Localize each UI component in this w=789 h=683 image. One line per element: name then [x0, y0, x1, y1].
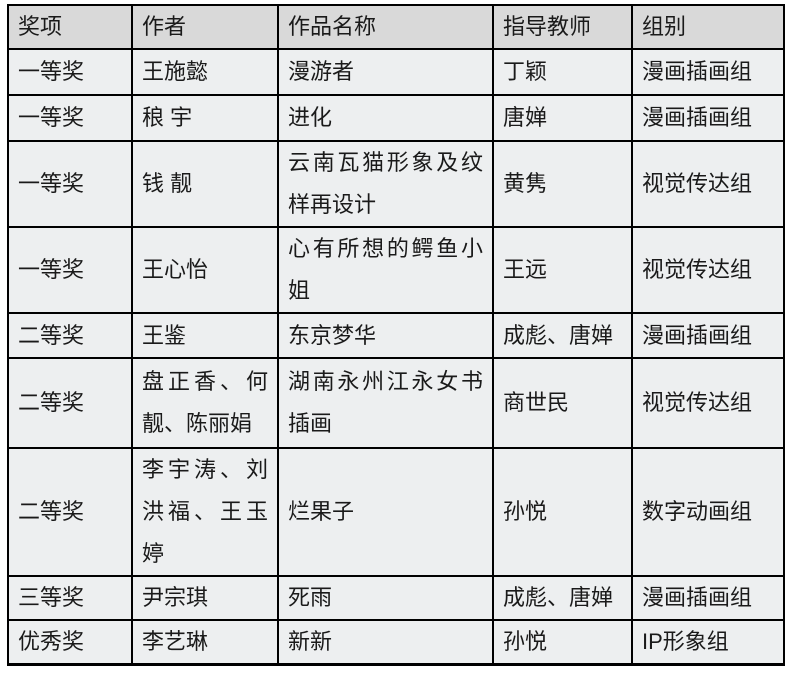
cell-teacher: 孙悦 — [492, 447, 633, 577]
cell-author: 王鉴 — [131, 312, 279, 359]
cell-work: 烂果子 — [277, 447, 494, 577]
table-row: 一等奖 王心怡 心有所想的鳄鱼小姐 王远 视觉传达组 — [7, 226, 785, 314]
cell-work: 心有所想的鳄鱼小姐 — [277, 226, 494, 314]
cell-author: 尹宗琪 — [131, 575, 279, 621]
column-header-teacher: 指导教师 — [492, 4, 633, 50]
cell-work: 进化 — [277, 94, 494, 142]
cell-author: 王心怡 — [131, 226, 279, 314]
table-row: 三等奖 尹宗琪 死雨 成彪、唐婵 漫画插画组 — [7, 575, 785, 621]
cell-group: 视觉传达组 — [631, 226, 785, 314]
column-header-award: 奖项 — [7, 4, 133, 50]
cell-group: 漫画插画组 — [631, 48, 785, 96]
cell-author: 盘正香、何靓、陈丽娟 — [131, 357, 279, 449]
cell-award: 二等奖 — [7, 357, 133, 449]
table-body: 一等奖 王施懿 漫游者 丁颖 漫画插画组 一等奖稂 宇进化 唐婵 漫画插画组 一等奖钱 靓云南瓦… — [7, 48, 785, 666]
cell-author: 李艺琳 — [131, 619, 279, 666]
cell-award: 三等奖 — [7, 575, 133, 621]
cell-teacher: 黄隽 — [492, 140, 633, 228]
cell-group: 漫画插画组 — [631, 312, 785, 359]
cell-award: 优秀奖 — [7, 619, 133, 666]
awards-table: 奖项 作者 作品名称 指导教师 组别 一等奖 王施懿 漫游者 丁颖 漫画插画组 一等奖稂 宇进化唐… — [7, 4, 785, 666]
cell-work: 湖南永州江永女书插画 — [277, 357, 494, 449]
cell-group: 视觉传达组 — [631, 140, 785, 228]
table-row: 二等奖 王鉴 东京梦华 成彪、唐婵 漫画插画组 — [7, 312, 785, 359]
cell-work: 东京梦华 — [277, 312, 494, 359]
cell-teacher: 成彪、唐婵 — [492, 312, 633, 359]
cell-teacher: 成彪、唐婵 — [492, 575, 633, 621]
column-header-author: 作者 — [131, 4, 279, 50]
cell-group: 数字动画组 — [631, 447, 785, 577]
cell-work: 漫游者 — [277, 48, 494, 96]
cell-award: 一等奖 — [7, 48, 133, 96]
cell-award: 一等奖 — [7, 140, 133, 228]
cell-teacher: 孙悦 — [492, 619, 633, 666]
cell-author: 钱 靓 — [131, 140, 279, 228]
cell-work: 死雨 — [277, 575, 494, 621]
cell-award: 一等奖 — [7, 94, 133, 142]
cell-teacher: 商世民 — [492, 357, 633, 449]
cell-group: 视觉传达组 — [631, 357, 785, 449]
cell-group: 漫画插画组 — [631, 94, 785, 142]
cell-award: 二等奖 — [7, 312, 133, 359]
cell-group: IP形象组 — [631, 619, 785, 666]
cell-teacher: 唐婵 — [492, 94, 633, 142]
cell-award: 二等奖 — [7, 447, 133, 577]
cell-work: 新新 — [277, 619, 494, 666]
cell-award: 一等奖 — [7, 226, 133, 314]
table-row: 一等奖 王施懿 漫游者 丁颖 漫画插画组 — [7, 48, 785, 96]
cell-teacher: 王远 — [492, 226, 633, 314]
header-row: 奖项 作者 作品名称 指导教师 组别 — [7, 4, 785, 50]
column-header-work: 作品名称 — [277, 4, 494, 50]
cell-teacher: 丁颖 — [492, 48, 633, 96]
cell-group: 漫画插画组 — [631, 575, 785, 621]
cell-work: 云南瓦猫形象及纹样再设计 — [277, 140, 494, 228]
table-row: 一等奖钱 靓云南瓦猫形象及纹样再设计 黄隽 视觉传达组 — [7, 140, 785, 228]
table-row: 优秀奖 李艺琳 新新 孙悦 IP形象组 — [7, 619, 785, 666]
table-row: 二等奖 盘正香、何靓、陈丽娟 湖南永州江永女书插画 商世民 视觉传达组 — [7, 357, 785, 449]
table-row: 二等奖 李宇涛、刘洪福、王玉婷 烂果子 孙悦 数字动画组 — [7, 447, 785, 577]
cell-author: 王施懿 — [131, 48, 279, 96]
cell-author: 稂 宇 — [131, 94, 279, 142]
column-header-group: 组别 — [631, 4, 785, 50]
table-row: 一等奖稂 宇进化 唐婵 漫画插画组 — [7, 94, 785, 142]
cell-author: 李宇涛、刘洪福、王玉婷 — [131, 447, 279, 577]
